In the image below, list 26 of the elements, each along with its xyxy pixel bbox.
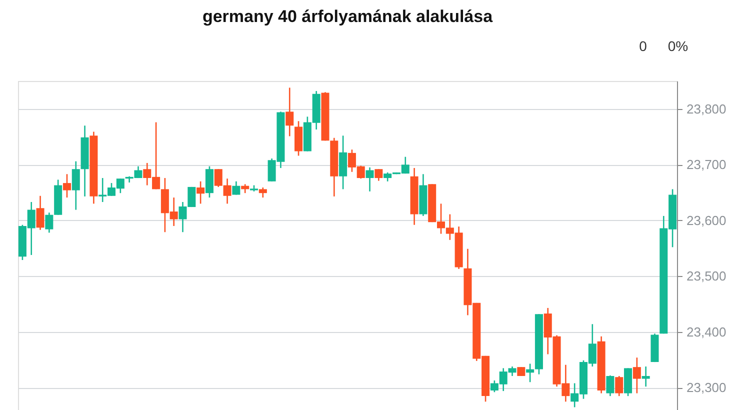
candlestick: [374, 168, 383, 182]
candlestick: [366, 166, 374, 192]
y-tick-label: 23,300: [686, 380, 726, 396]
candlestick: [286, 87, 294, 137]
candlestick: [72, 160, 80, 210]
candlestick: [45, 212, 54, 234]
y-tick-label: 23,400: [686, 324, 726, 340]
y-tick-label: 23,600: [686, 212, 726, 228]
candlestick: [632, 356, 641, 394]
text: 0: [639, 38, 648, 54]
candlestick: [232, 180, 240, 196]
candlestick: [205, 166, 214, 198]
candlestick: [62, 173, 71, 198]
candlestick: [606, 374, 614, 397]
candlestick: [196, 180, 205, 204]
y-tick-label: 23,500: [686, 268, 726, 284]
candlestick: [642, 366, 650, 388]
candlestick: [339, 134, 348, 190]
candlestick: [258, 186, 267, 198]
y-tick-label: 23,800: [686, 101, 726, 116]
candlestick: [36, 195, 44, 231]
candlestick: [615, 375, 624, 397]
text: 0%: [668, 38, 688, 54]
y-tick-label: 23,700: [686, 157, 726, 172]
candlestick: [526, 363, 534, 383]
chart-title: germany 40 árfolyamának alakulása: [202, 7, 494, 26]
